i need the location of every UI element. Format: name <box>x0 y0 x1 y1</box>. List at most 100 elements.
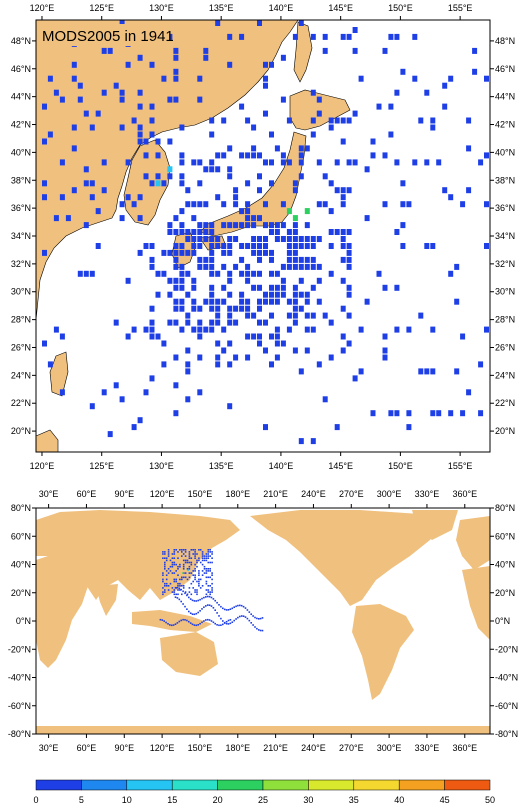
obs-cell <box>280 263 286 270</box>
colorbar-swatch <box>353 779 400 791</box>
obs-cell <box>310 284 316 291</box>
obs-cell <box>340 194 346 201</box>
obs-cell <box>119 201 125 208</box>
obs-cell <box>173 277 179 284</box>
obs-cell-global <box>198 578 200 581</box>
top-x-tick-label-top: 150°E <box>388 3 413 13</box>
obs-cell <box>280 222 286 229</box>
bottom-x-tick-label-bottom: 210°E <box>263 743 288 753</box>
obs-cell <box>257 270 262 277</box>
obs-cell-global <box>175 593 177 596</box>
sakhalin <box>293 21 313 83</box>
obs-cell <box>245 180 251 187</box>
obs-cell-global <box>248 611 251 613</box>
obs-cell-global <box>192 580 194 583</box>
obs-cell <box>257 249 262 256</box>
obs-cell <box>239 243 245 249</box>
obs-cell <box>382 152 388 159</box>
obs-cell <box>328 180 334 187</box>
obs-cell-global <box>173 551 176 553</box>
obs-cell-global <box>199 587 202 589</box>
obs-cell <box>203 263 209 270</box>
top-y-tick-label-right: 48°N <box>495 36 515 46</box>
obs-cell-global <box>205 589 208 591</box>
obs-cell <box>257 256 262 263</box>
obs-cell <box>125 159 131 166</box>
obs-cell-global <box>233 606 235 608</box>
obs-cell-global <box>169 624 171 626</box>
obs-cell <box>334 117 340 124</box>
top-x-tick-label-top: 120°E <box>30 3 55 13</box>
obs-cell-global <box>207 557 210 559</box>
obs-cell <box>346 229 352 235</box>
obs-cell <box>251 270 257 277</box>
obs-cell <box>412 159 418 166</box>
obs-cell <box>316 201 322 208</box>
obs-cell-global <box>188 553 191 555</box>
obs-cell <box>179 249 185 256</box>
obs-cell-global <box>218 604 220 606</box>
obs-cell <box>179 159 185 166</box>
obs-cell <box>137 124 143 131</box>
obs-cell <box>430 117 436 124</box>
obs-cell <box>203 326 209 333</box>
obs-cell <box>310 131 316 138</box>
africa-east <box>462 566 490 640</box>
obs-cell <box>478 361 484 368</box>
obs-cell <box>286 159 292 166</box>
colorbar-swatch <box>308 779 355 791</box>
bottom-y-tick-label-right: 80°N <box>495 503 515 513</box>
obs-cell <box>340 333 346 340</box>
obs-cell <box>346 291 352 298</box>
bottom-x-tick-label-top: 270°E <box>339 489 364 499</box>
obs-cell <box>340 117 346 124</box>
obs-cell <box>334 159 340 166</box>
obs-cell-global <box>189 612 192 614</box>
obs-cell-global <box>184 561 187 564</box>
obs-cell <box>119 215 125 222</box>
obs-cell <box>292 305 298 312</box>
obs-cell <box>364 166 370 173</box>
obs-cell <box>274 354 280 361</box>
obs-cell-global <box>188 587 191 589</box>
obs-cell <box>209 131 215 138</box>
obs-cell <box>161 75 167 82</box>
top-map: 120°E 120°E 125°E 125°E 130°E 130°E 135°E 135°E… <box>11 3 515 471</box>
obs-cell <box>269 312 274 319</box>
obs-cell <box>274 291 280 298</box>
obs-cell <box>149 263 155 270</box>
obs-cell <box>274 270 280 277</box>
obs-cell <box>352 110 358 117</box>
obs-cell-global <box>194 578 196 581</box>
obs-cell <box>269 229 274 235</box>
obs-cell <box>274 145 280 152</box>
obs-cell-global <box>201 570 204 572</box>
obs-cell <box>316 236 322 242</box>
obs-cell-global <box>162 574 164 576</box>
obs-cell <box>42 180 47 187</box>
obs-cell <box>101 89 107 96</box>
obs-cell <box>179 152 185 159</box>
obs-cell-global <box>203 572 206 574</box>
colorbar-swatch <box>262 779 309 791</box>
obs-cell-global <box>188 596 190 599</box>
obs-cell-global <box>178 598 181 601</box>
obs-cell-global <box>171 587 174 589</box>
obs-cell <box>173 284 179 291</box>
obs-cell-global <box>162 557 164 559</box>
obs-cell-global <box>188 568 191 570</box>
obs-cell-global <box>162 553 164 555</box>
obs-cell-global <box>205 582 208 585</box>
top-x-tick-label-bottom: 145°E <box>328 461 353 471</box>
obs-cell <box>310 33 316 40</box>
colorbar-tick-label: 15 <box>167 795 177 805</box>
obs-cell <box>233 194 239 201</box>
obs-cell <box>263 424 268 431</box>
obs-cell <box>292 33 298 40</box>
obs-cell <box>239 222 245 229</box>
obs-cell-global <box>229 619 232 621</box>
obs-cell-global <box>177 582 179 585</box>
top-y-tick-label-left: 20°N <box>11 426 31 436</box>
greenland <box>412 510 458 540</box>
top-x-tick-label-bottom: 120°E <box>30 461 55 471</box>
